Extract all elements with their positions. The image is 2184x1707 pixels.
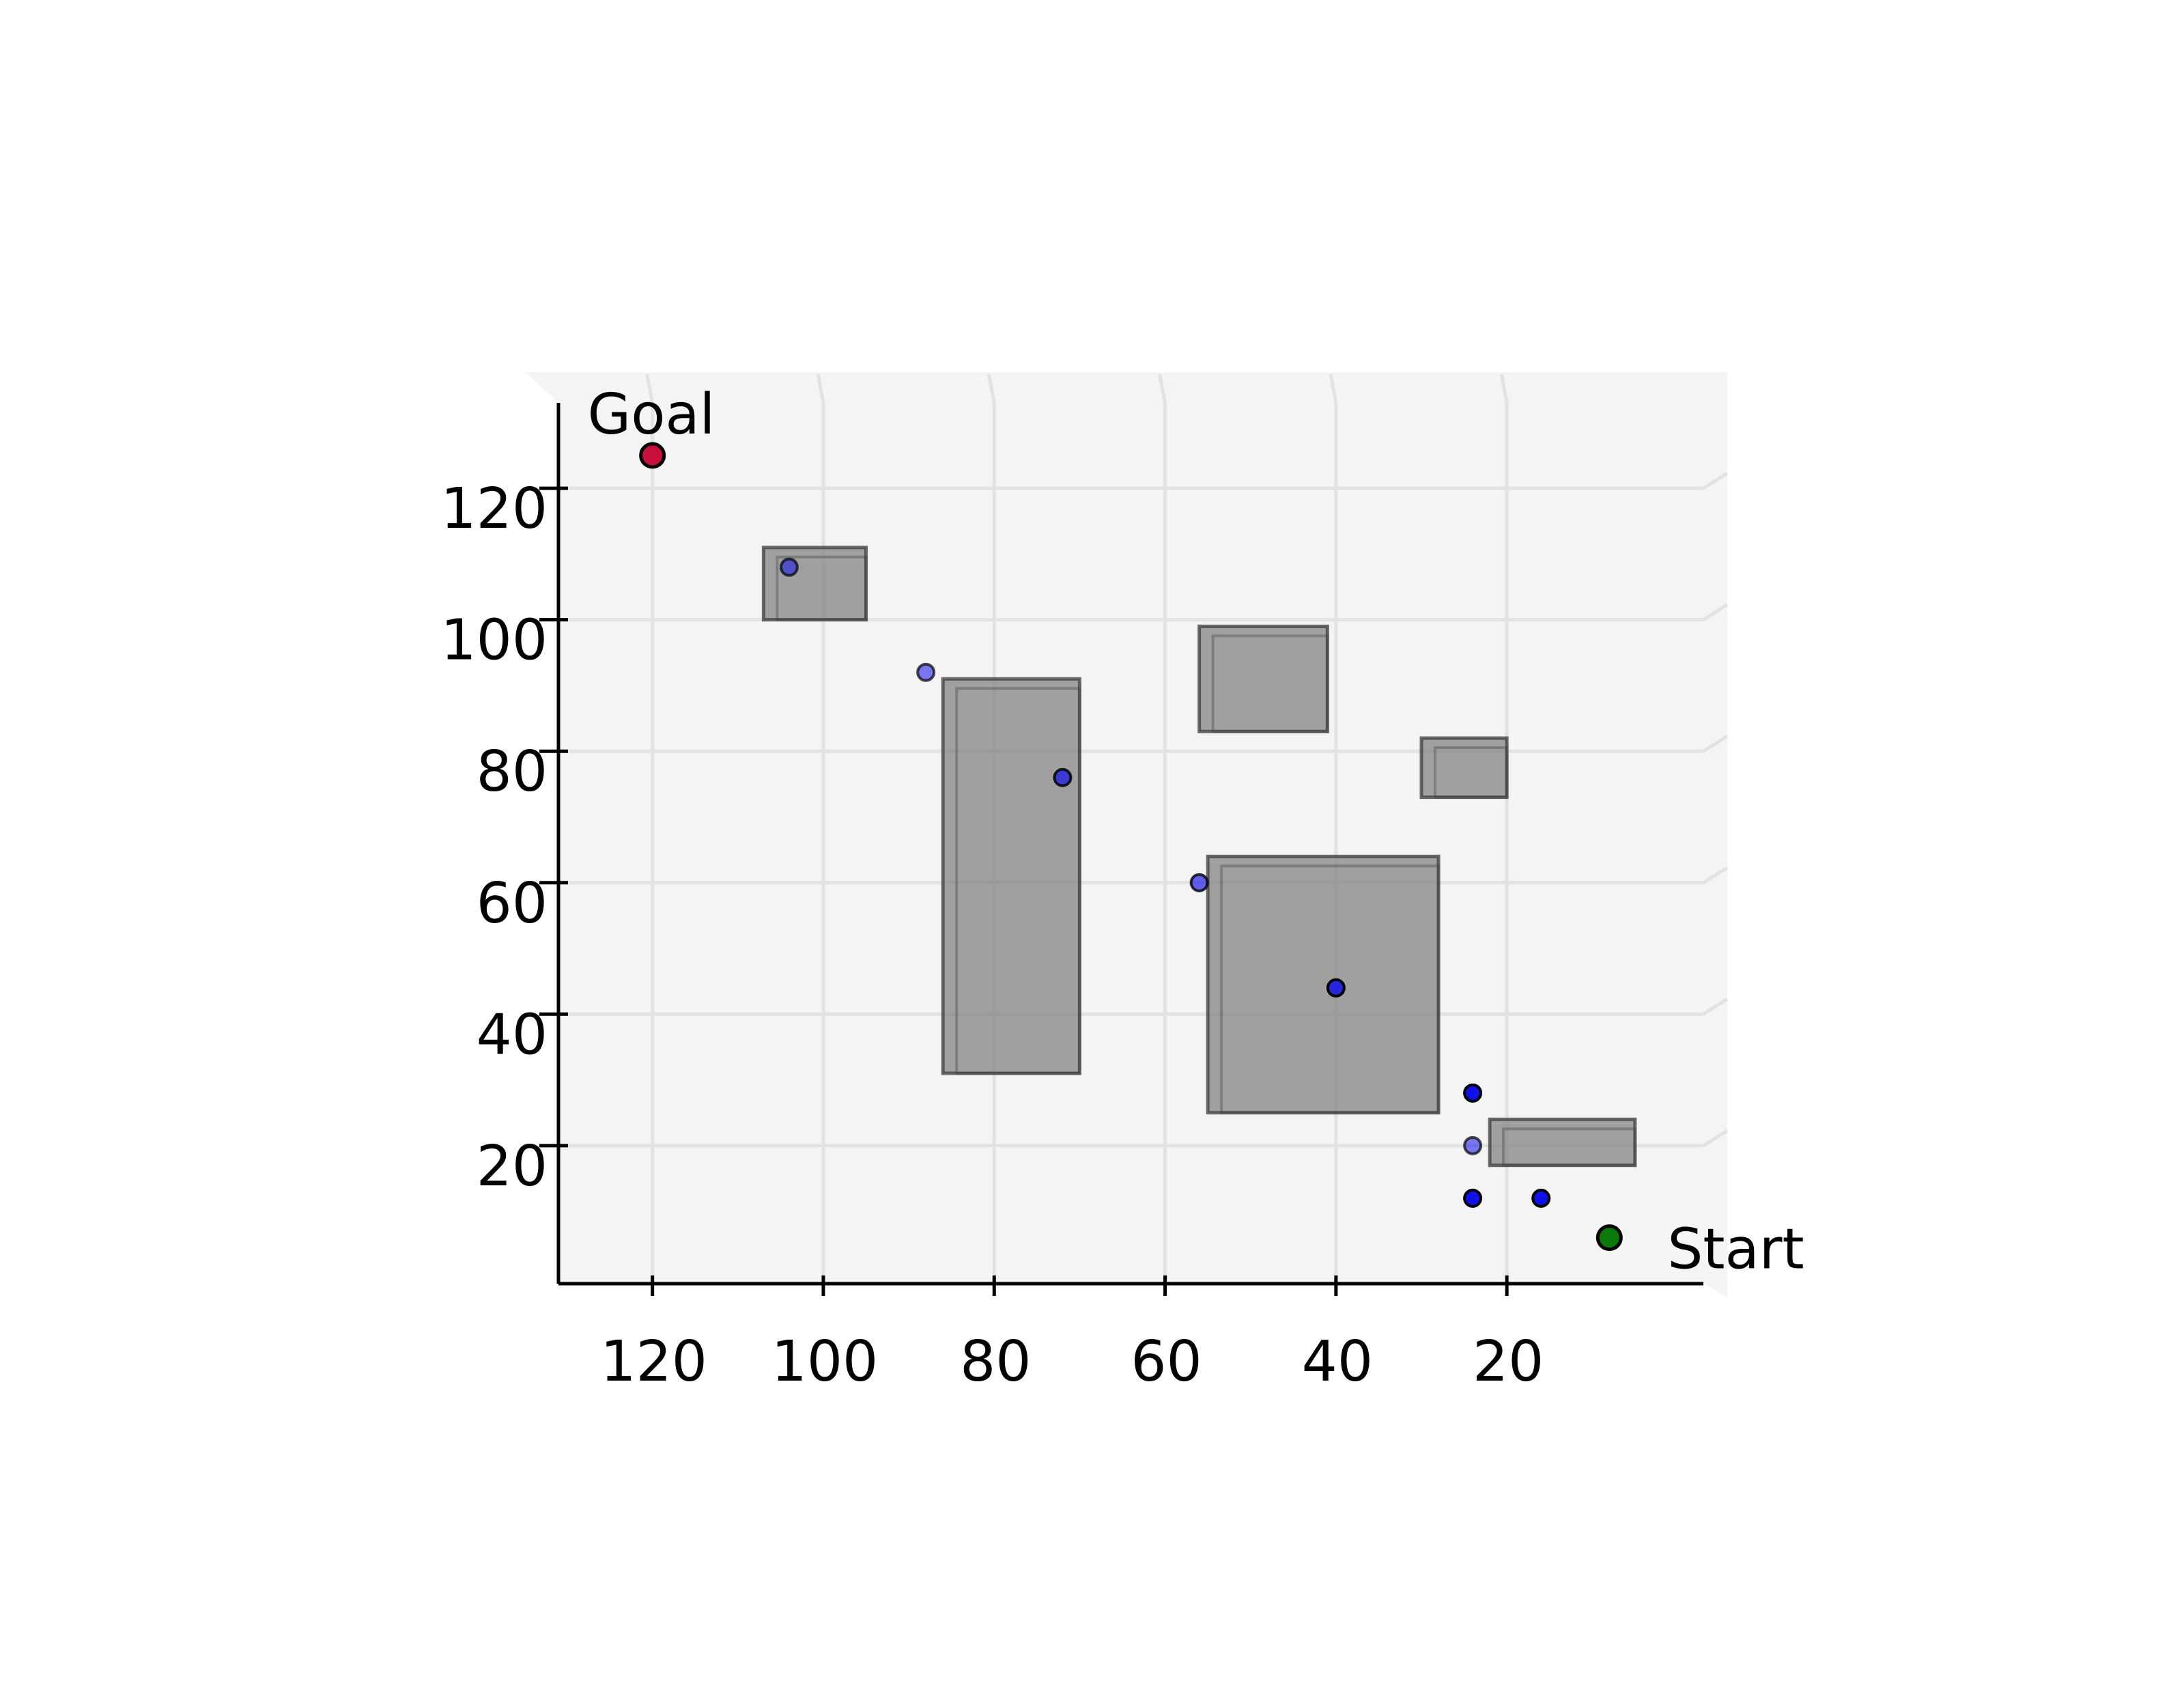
obstacle-box-edge xyxy=(1211,634,1329,733)
obstacle-box xyxy=(1197,624,1329,733)
y-tick-label: 40 xyxy=(477,1002,548,1067)
x-gridline-top xyxy=(1158,373,1167,404)
y-gridline-side xyxy=(1702,472,1729,490)
waypoint-marker xyxy=(1463,1188,1483,1208)
goal-marker xyxy=(639,442,666,469)
x-tick-label: 60 xyxy=(1131,1329,1202,1394)
x-tick-label: 120 xyxy=(600,1329,707,1394)
obstacle-box xyxy=(761,546,868,622)
axes: 120 100 80 60 40 20 20 40 60 80 100 120 xyxy=(440,403,1703,1394)
obstacle-box xyxy=(1206,854,1441,1115)
start-marker xyxy=(1596,1224,1623,1252)
y-tick-label: 80 xyxy=(477,739,548,804)
y-gridline-side xyxy=(1702,1129,1729,1147)
obstacle-box-edge xyxy=(1502,1127,1636,1167)
obstacle-box-edge xyxy=(955,687,1081,1075)
obstacles xyxy=(761,546,1637,1168)
x-tick-label: 40 xyxy=(1302,1329,1373,1394)
start-label: Start xyxy=(1667,1217,1804,1282)
obstacle-box xyxy=(1488,1117,1637,1168)
waypoint-marker xyxy=(1053,767,1073,787)
x-gridline-top xyxy=(987,373,996,404)
x-tick-label: 80 xyxy=(960,1329,1031,1394)
waypoint-marker xyxy=(1189,873,1209,892)
waypoint-marker xyxy=(916,662,936,682)
y-tick-label: 120 xyxy=(440,477,548,541)
obstacle-box-edge xyxy=(1434,746,1509,799)
x-gridline-top xyxy=(816,373,825,404)
waypoint-marker xyxy=(1326,978,1346,998)
obstacle-box-edge xyxy=(776,555,868,621)
x-gridline-top xyxy=(1329,373,1338,404)
x-tick-label: 100 xyxy=(771,1329,879,1394)
x-gridline-top xyxy=(1499,373,1509,404)
y-gridline-side xyxy=(1702,866,1729,884)
y-tick-label: 60 xyxy=(477,871,548,936)
waypoint-marker xyxy=(1531,1188,1551,1208)
waypoint-marker xyxy=(1463,1083,1483,1103)
obstacle-box xyxy=(941,677,1081,1075)
goal-label: Goal xyxy=(588,382,715,447)
y-tick-label: 20 xyxy=(477,1134,548,1199)
y-gridline-side xyxy=(1702,603,1729,621)
x-gridline-top xyxy=(645,373,655,404)
x-tick-label: 20 xyxy=(1473,1329,1544,1394)
path-points xyxy=(639,442,1623,1252)
obstacle-box xyxy=(1419,736,1509,800)
waypoint-marker xyxy=(779,557,799,577)
y-gridline-side xyxy=(1702,735,1729,753)
waypoint-marker xyxy=(1463,1135,1483,1155)
y-gridline-side xyxy=(1702,998,1729,1016)
obstacle-box-edge xyxy=(1220,864,1441,1114)
y-tick-label: 100 xyxy=(440,608,548,673)
